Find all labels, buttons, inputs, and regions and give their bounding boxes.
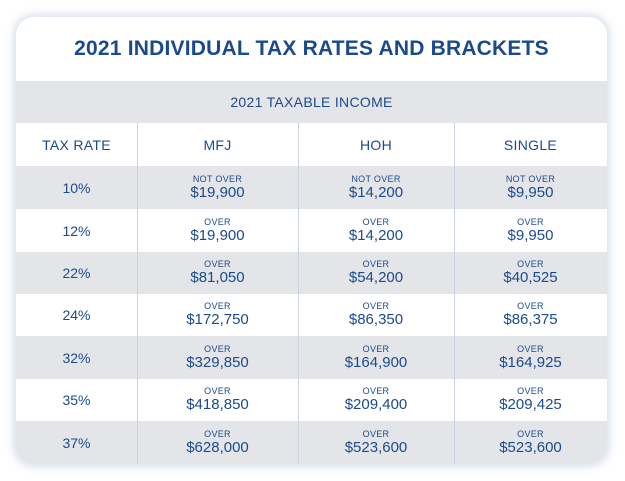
tax-rate-cell: 37% [16, 421, 137, 464]
threshold-amount: $54,200 [348, 269, 404, 286]
threshold-qualifier: NOT OVER [351, 173, 401, 184]
taxable-income-subheader: 2021 TAXABLE INCOME [16, 81, 607, 123]
threshold-qualifier: OVER [517, 386, 544, 396]
threshold-amount: $418,850 [186, 396, 249, 413]
single-cell: OVER $164,925 [454, 336, 607, 379]
threshold-amount: $81,050 [190, 269, 245, 286]
tax-brackets-table: TAX RATE MFJ HOH SINGLE 10% NOT OVER $19,… [16, 123, 607, 464]
threshold-qualifier: OVER [204, 216, 231, 227]
tax-rate-value: 32% [62, 349, 91, 366]
threshold-amount: $40,525 [503, 269, 558, 286]
mfj-cell: OVER $172,750 [137, 294, 298, 336]
tax-rate-cell: 32% [16, 336, 137, 379]
hoh-cell: OVER $209,400 [298, 379, 454, 421]
threshold-qualifier: NOT OVER [505, 173, 556, 184]
threshold-amount: $86,375 [503, 311, 558, 328]
single-cell: OVER $523,600 [454, 421, 607, 464]
threshold-amount: $19,900 [190, 226, 245, 244]
mfj-cell: NOT OVER $19,900 [137, 166, 298, 209]
hoh-cell: OVER $523,600 [298, 421, 454, 464]
mfj-cell: OVER $418,850 [137, 379, 298, 421]
tax-rate-value: 35% [62, 392, 91, 408]
threshold-amount: $14,200 [348, 183, 404, 201]
threshold-amount: $329,850 [186, 353, 249, 371]
threshold-qualifier: OVER [517, 428, 544, 439]
threshold-amount: $164,900 [344, 353, 408, 371]
threshold-amount: $19,900 [190, 183, 245, 201]
single-cell: OVER $9,950 [454, 209, 607, 252]
tax-rate-value: 24% [62, 307, 91, 323]
single-cell: NOT OVER $9,950 [454, 166, 607, 209]
tax-rate-value: 10% [62, 179, 91, 196]
threshold-amount: $86,350 [348, 311, 404, 328]
threshold-qualifier: NOT OVER [192, 173, 243, 184]
threshold-qualifier: OVER [362, 386, 390, 396]
table-row: 32% OVER $329,850 OVER $164,900 OVER $164,9… [16, 336, 607, 379]
threshold-amount: $209,400 [344, 396, 408, 413]
column-header-hoh: HOH [359, 136, 392, 153]
threshold-qualifier: OVER [204, 428, 231, 439]
table-row: 10% NOT OVER $19,900 NOT OVER $14,200 NOT … [16, 166, 607, 209]
mfj-cell: OVER $19,900 [137, 209, 298, 252]
threshold-amount: $523,600 [499, 438, 562, 456]
mfj-cell: OVER $329,850 [137, 336, 298, 379]
threshold-amount: $9,950 [507, 183, 554, 201]
tax-rate-cell: 12% [16, 209, 137, 252]
single-cell: OVER $209,425 [454, 379, 607, 421]
threshold-qualifier: OVER [204, 259, 231, 269]
single-cell: OVER $86,375 [454, 294, 607, 336]
threshold-amount: $9,950 [507, 226, 554, 244]
table-row: 12% OVER $19,900 OVER $14,200 OVER $9,950 [16, 209, 607, 252]
column-header-tax-rate: TAX RATE [42, 136, 111, 153]
column-divider [137, 123, 138, 464]
tax-rate-cell: 22% [16, 252, 137, 294]
table-row: 35% OVER $418,850 OVER $209,400 OVER $209,4… [16, 379, 607, 421]
threshold-qualifier: OVER [517, 259, 544, 269]
hoh-cell: OVER $14,200 [298, 209, 454, 252]
threshold-qualifier: OVER [517, 216, 544, 227]
column-divider [454, 123, 455, 464]
threshold-qualifier: OVER [204, 386, 231, 396]
mfj-cell: OVER $81,050 [137, 252, 298, 294]
hoh-cell: OVER $54,200 [298, 252, 454, 294]
tax-rate-cell: 10% [16, 166, 137, 209]
tax-rate-value: 37% [62, 434, 91, 451]
tax-table-card: 2021 INDIVIDUAL TAX RATES AND BRACKETS 2… [16, 17, 607, 464]
column-header-row: TAX RATE MFJ HOH SINGLE [16, 123, 607, 166]
threshold-qualifier: OVER [362, 259, 390, 269]
column-header-mfj: MFJ [203, 136, 232, 153]
hoh-cell: OVER $164,900 [298, 336, 454, 379]
threshold-amount: $172,750 [186, 311, 249, 328]
tax-rate-value: 12% [62, 222, 91, 239]
mfj-cell: OVER $628,000 [137, 421, 298, 464]
threshold-amount: $164,925 [499, 353, 562, 371]
threshold-amount: $209,425 [499, 396, 562, 413]
tax-rate-cell: 24% [16, 294, 137, 336]
threshold-amount: $14,200 [348, 226, 404, 244]
threshold-qualifier: OVER [204, 301, 231, 311]
tax-rate-value: 22% [62, 265, 91, 281]
threshold-amount: $628,000 [186, 438, 249, 456]
threshold-qualifier: OVER [362, 343, 390, 354]
single-cell: OVER $40,525 [454, 252, 607, 294]
hoh-cell: NOT OVER $14,200 [298, 166, 454, 209]
threshold-qualifier: OVER [204, 343, 231, 354]
hoh-cell: OVER $86,350 [298, 294, 454, 336]
threshold-qualifier: OVER [517, 301, 544, 311]
table-row: 24% OVER $172,750 OVER $86,350 OVER $86,375 [16, 294, 607, 336]
threshold-qualifier: OVER [362, 301, 390, 311]
tax-rate-cell: 35% [16, 379, 137, 421]
threshold-qualifier: OVER [362, 428, 390, 439]
threshold-amount: $523,600 [344, 438, 408, 456]
table-title: 2021 INDIVIDUAL TAX RATES AND BRACKETS [74, 37, 549, 60]
table-row: 37% OVER $628,000 OVER $523,600 OVER $523,6… [16, 421, 607, 464]
table-row: 22% OVER $81,050 OVER $54,200 OVER $40,525 [16, 252, 607, 294]
threshold-qualifier: OVER [517, 343, 544, 354]
column-header-single: SINGLE [503, 136, 558, 153]
threshold-qualifier: OVER [362, 216, 390, 227]
column-divider [298, 123, 299, 464]
